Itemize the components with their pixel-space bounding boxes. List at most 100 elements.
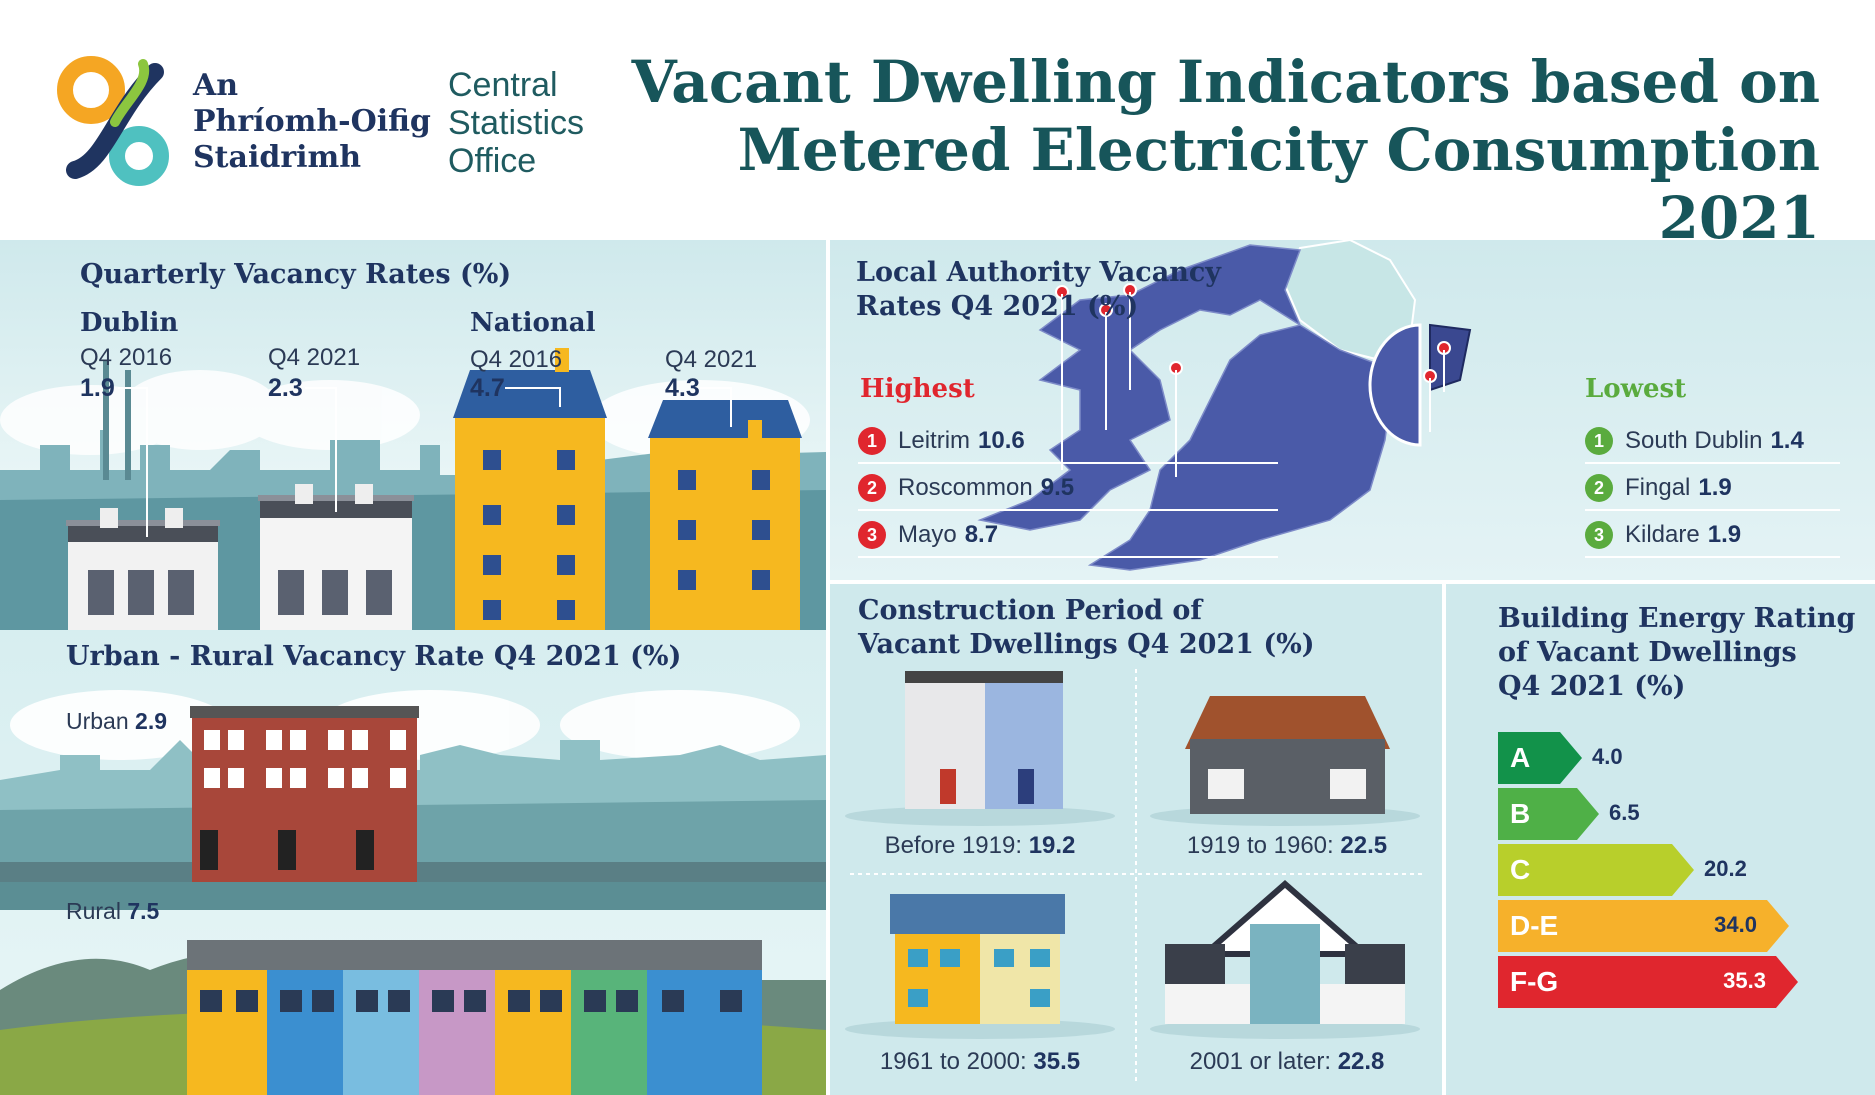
national-label: National (470, 308, 596, 338)
urban-rate: Urban 2.9 (66, 708, 167, 735)
construction-before-1919: Before 1919: 19.2 (835, 832, 1125, 860)
logo-english-line: Central (448, 66, 558, 104)
la-title-line: Local Authority Vacancy (856, 257, 1221, 288)
highest-row: 2 Roscommon 9.5 (858, 467, 1278, 511)
lowest-row: 1 South Dublin 1.4 (1585, 420, 1840, 464)
la-title-line: Rates Q4 2021 (%) (856, 291, 1139, 322)
dublin-2021-value: 2.3 (268, 374, 303, 402)
construction-label: 1919 to 1960: (1186, 832, 1334, 859)
ber-bar-f-g: F-G (1498, 956, 1798, 1008)
construction-label: 1961 to 2000: (879, 1048, 1027, 1075)
national-2016-period: Q4 2016 (470, 346, 563, 373)
ber-grade-label: C (1510, 854, 1531, 885)
la-name: South Dublin (1625, 427, 1763, 454)
logo-irish-line: An (193, 68, 239, 103)
header: An Phríomh-Oifig Staidrimh Central Stati… (0, 0, 1875, 252)
rank-badge: 3 (1585, 521, 1613, 549)
construction-label: Before 1919: (884, 832, 1023, 859)
dublin-2016-period: Q4 2016 (80, 344, 173, 371)
la-name: Mayo (898, 521, 957, 548)
la-value: 10.6 (978, 427, 1025, 454)
lowest-row: 2 Fingal 1.9 (1585, 467, 1840, 511)
dublin-2021-period: Q4 2021 (268, 344, 361, 371)
rank-badge: 3 (858, 521, 886, 549)
logo-english-line: Office (448, 142, 537, 180)
rural-rate: Rural 7.5 (66, 898, 159, 925)
construction-title-line: Vacant Dwellings Q4 2021 (%) (858, 629, 1315, 660)
ber-bar-b: B (1498, 788, 1599, 840)
ber-grade-label: D-E (1510, 910, 1559, 941)
ber-grade-label: B (1510, 798, 1531, 829)
logo-irish-line: Phríomh-Oifig (193, 104, 431, 139)
ber-value-label: 20.2 (1704, 856, 1747, 881)
construction-2001-later: 2001 or later: 22.8 (1142, 1048, 1432, 1076)
ber-title: Building Energy Rating of Vacant Dwellin… (1498, 602, 1855, 704)
ber-title-line: of Vacant Dwellings (1498, 637, 1797, 668)
urban-value: 2.9 (135, 708, 168, 734)
rank-badge: 2 (1585, 474, 1613, 502)
dublin-2016-value: 1.9 (80, 374, 115, 402)
dublin-label: Dublin (80, 308, 179, 338)
ber-bar-c: C (1498, 844, 1694, 896)
ber-title-line: Building Energy Rating (1498, 603, 1856, 634)
ber-value-label: 6.5 (1609, 800, 1640, 825)
rural-value: 7.5 (127, 898, 160, 924)
city-skyline-illustration (0, 348, 826, 630)
leader-line (305, 387, 337, 512)
la-value: 9.5 (1040, 474, 1075, 501)
quarterly-title: Quarterly Vacancy Rates (%) (80, 259, 512, 290)
logo-english-name: Central Statistics Office (448, 66, 584, 180)
rank-badge: 1 (858, 427, 886, 455)
ireland-map-illustration (977, 240, 1472, 571)
page-title-line: Vacant Dwelling Indicators based on (631, 48, 1820, 116)
highest-row: 1 Leitrim 10.6 (858, 420, 1278, 464)
construction-value: 22.8 (1337, 1048, 1385, 1075)
construction-value: 22.5 (1340, 832, 1388, 859)
la-name: Leitrim (898, 427, 971, 454)
construction-title: Construction Period of Vacant Dwellings … (858, 594, 1315, 662)
national-2016-value: 4.7 (470, 374, 505, 402)
construction-value: 35.5 (1033, 1048, 1081, 1075)
ber-value-label: 35.3 (1723, 968, 1766, 993)
la-value: 1.9 (1698, 474, 1732, 501)
quarterly-vacancy-panel: Quarterly Vacancy Rates (%) Dublin Natio… (0, 240, 826, 630)
urban-rural-illustration (0, 690, 826, 1095)
local-authority-panel: Local Authority Vacancy Rates Q4 2021 (%… (830, 240, 1875, 580)
national-2021-value: 4.3 (665, 374, 700, 402)
construction-value: 19.2 (1028, 832, 1076, 859)
ber-value-label: 34.0 (1714, 912, 1757, 937)
leader-line (505, 387, 561, 407)
la-value: 1.9 (1707, 521, 1742, 548)
urban-rural-title: Urban - Rural Vacancy Rate Q4 2021 (%) (66, 641, 682, 672)
page-title: Vacant Dwelling Indicators based on Mete… (620, 48, 1820, 252)
lowest-label: Lowest (1585, 374, 1687, 404)
la-name: Fingal (1625, 474, 1691, 501)
la-name: Roscommon (898, 474, 1033, 501)
ber-title-line: Q4 2021 (%) (1498, 671, 1686, 702)
ber-grade-label: A (1510, 742, 1531, 773)
la-name: Kildare (1625, 521, 1700, 548)
highest-row: 3 Mayo 8.7 (858, 514, 1278, 558)
highest-label: Highest (860, 374, 975, 404)
leader-line (118, 387, 148, 537)
cso-logo-icon (57, 56, 169, 186)
urban-rural-panel: Urban - Rural Vacancy Rate Q4 2021 (%) U… (0, 630, 826, 1095)
lowest-row: 3 Kildare 1.9 (1585, 514, 1840, 558)
construction-period-panel: Construction Period of Vacant Dwellings … (830, 584, 1442, 1095)
ber-panel: Building Energy Rating of Vacant Dwellin… (1446, 584, 1875, 1095)
page-title-line: Metered Electricity Consumption 2021 (737, 116, 1820, 252)
construction-1961-2000: 1961 to 2000: 35.5 (835, 1048, 1125, 1076)
ber-bar-d-e: D-E (1498, 900, 1789, 952)
rank-badge: 1 (1585, 427, 1613, 455)
rural-label: Rural (66, 898, 121, 924)
construction-1919-1960: 1919 to 1960: 22.5 (1142, 832, 1432, 860)
ber-value-label: 4.0 (1592, 744, 1623, 769)
ber-bar-a: A (1498, 732, 1582, 784)
leader-line (700, 387, 732, 427)
urban-label: Urban (66, 708, 129, 734)
la-title: Local Authority Vacancy Rates Q4 2021 (%… (856, 256, 1221, 324)
logo-irish-name: An Phríomh-Oifig Staidrimh (193, 68, 431, 176)
ber-grade-label: F-G (1510, 966, 1559, 997)
la-value: 1.4 (1770, 427, 1804, 454)
construction-label: 2001 or later: (1189, 1048, 1332, 1075)
